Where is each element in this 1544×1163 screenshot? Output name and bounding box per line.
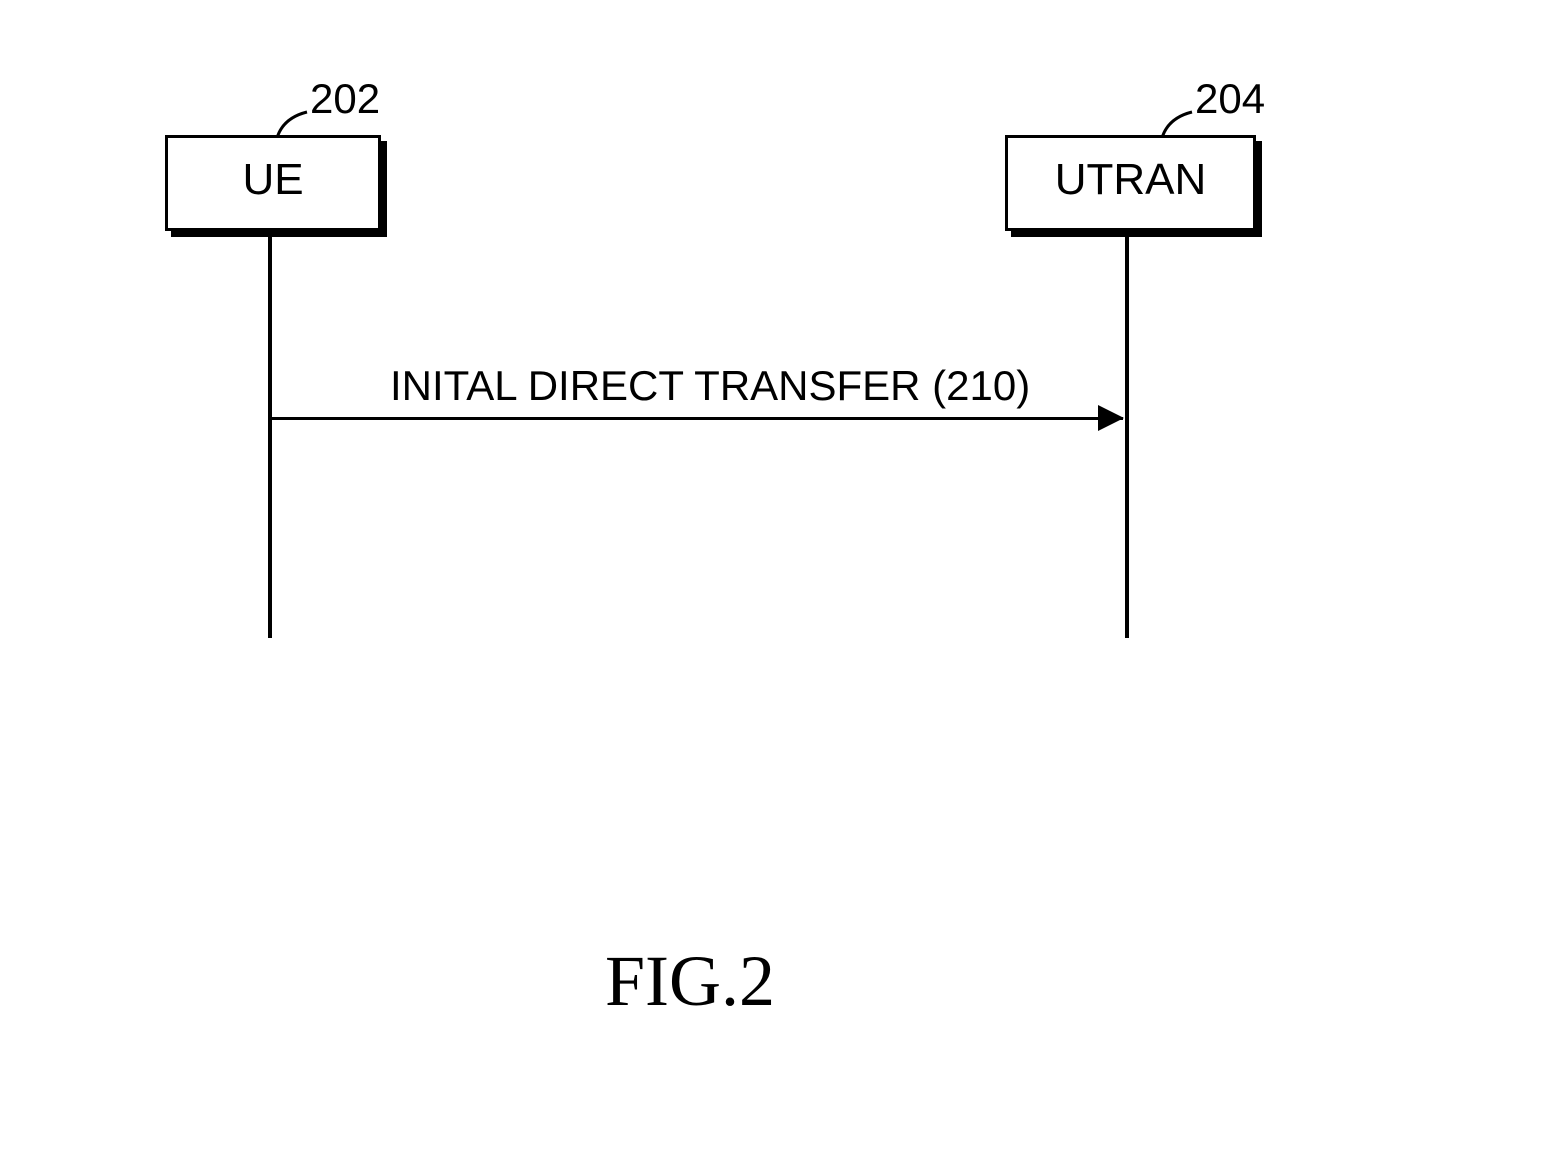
caption-text: FIG.2 [605,941,775,1021]
ue-node: UE [165,135,381,231]
utran-ref-label: 204 [1195,75,1265,123]
sequence-diagram: 202 UE 204 UTRAN INITAL DIRECT TRANSFER … [0,0,1544,1163]
utran-label: UTRAN [1055,138,1207,202]
ue-lifeline [268,230,272,638]
message-arrow-line [270,417,1123,420]
figure-caption: FIG.2 [605,940,775,1023]
message-label: INITAL DIRECT TRANSFER (210) [390,362,1030,410]
utran-ref-text: 204 [1195,75,1265,122]
ue-ref-text: 202 [310,75,380,122]
ue-ref-label: 202 [310,75,380,123]
message-arrow-head [1098,405,1124,431]
ue-label: UE [242,138,303,202]
message-text: INITAL DIRECT TRANSFER (210) [390,362,1030,409]
utran-node: UTRAN [1005,135,1256,231]
utran-lifeline [1125,230,1129,638]
